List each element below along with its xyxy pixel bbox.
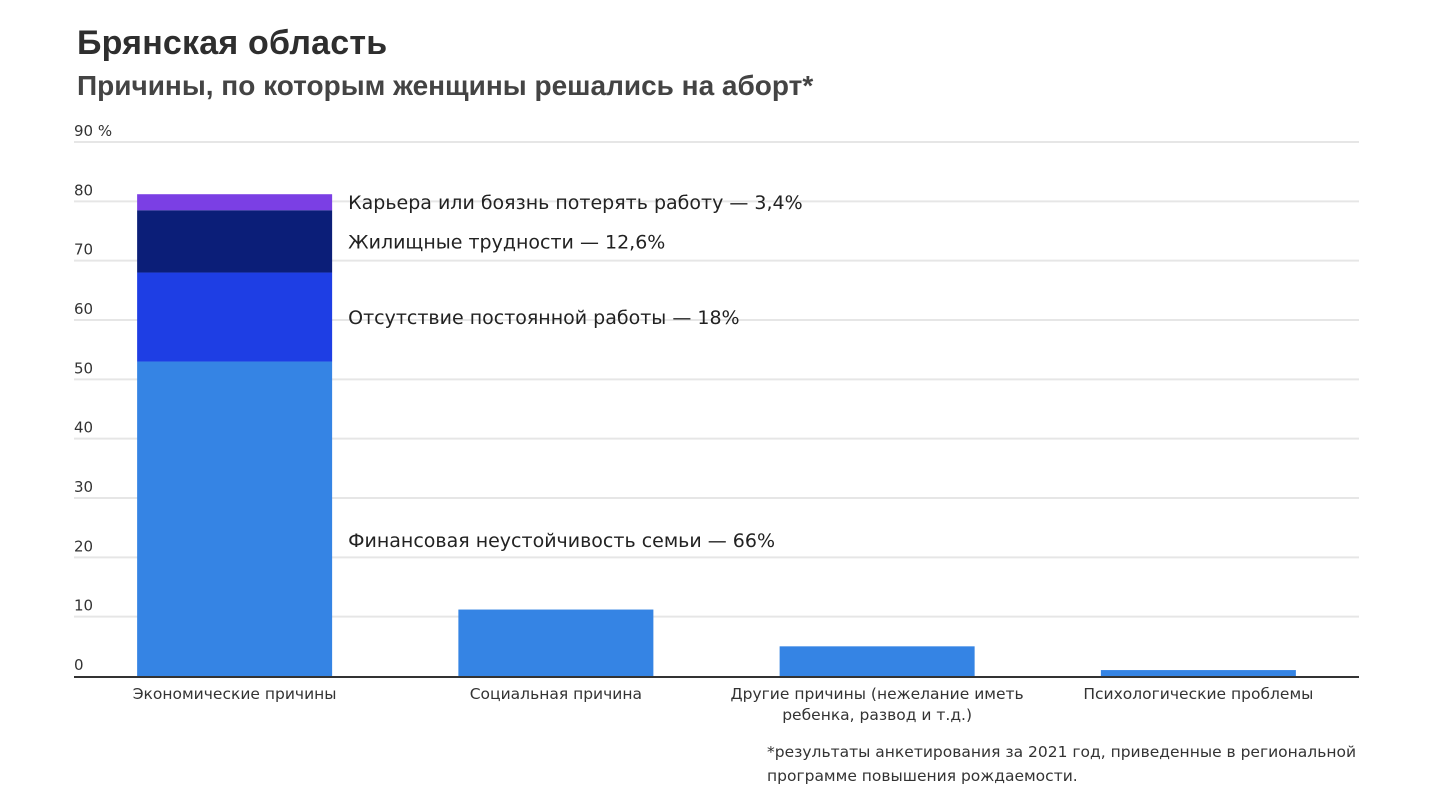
x-category-label: Экономические причины bbox=[133, 685, 337, 703]
segment-label: Финансовая неустойчивость семьи — 66% bbox=[348, 530, 775, 552]
chart-subtitle: Причины, по которым женщины решались на … bbox=[77, 70, 814, 101]
y-tick-label: 50 bbox=[74, 359, 93, 377]
bar-segment bbox=[137, 210, 333, 273]
bar-segment bbox=[137, 272, 333, 362]
segment-label: Отсутствие постоянной работы — 18% bbox=[348, 307, 739, 329]
bars bbox=[137, 194, 1296, 676]
chart-title: Брянская область bbox=[77, 24, 388, 62]
y-axis-ticks: 0 10 20 30 40 50 60 70 80 90 % bbox=[74, 122, 112, 674]
x-axis-labels: Экономические причины Социальная причина Д… bbox=[133, 685, 1314, 724]
x-category-label: Социальная причина bbox=[470, 685, 642, 703]
y-tick-label: 90 % bbox=[74, 122, 112, 140]
x-category-label: Психологические проблемы bbox=[1083, 685, 1313, 703]
y-tick-label: 20 bbox=[74, 537, 93, 555]
y-tick-label: 70 bbox=[74, 241, 93, 259]
y-tick-label: 0 bbox=[74, 656, 84, 674]
y-tick-label: 10 bbox=[74, 597, 93, 615]
y-tick-label: 40 bbox=[74, 419, 93, 437]
segment-label: Жилищные трудности — 12,6% bbox=[348, 231, 665, 253]
bar-chart: 0 10 20 30 40 50 60 70 80 90 % Финансовая неустой… bbox=[74, 122, 1359, 724]
footnote: *результаты анкетирования за 2021 год, п… bbox=[767, 743, 1357, 785]
bar-segment bbox=[779, 646, 975, 676]
bar-segment bbox=[137, 361, 333, 676]
y-tick-label: 80 bbox=[74, 181, 93, 199]
y-tick-label: 60 bbox=[74, 300, 93, 318]
bar-segment bbox=[458, 609, 654, 676]
segment-labels: Финансовая неустойчивость семьи — 66% Отс… bbox=[348, 192, 803, 552]
y-tick-label: 30 bbox=[74, 478, 93, 496]
x-category-label: ребенка, развод и т.д.) bbox=[782, 706, 972, 724]
x-category-label: Другие причины (нежелание иметь bbox=[731, 685, 1024, 703]
bar-segment bbox=[137, 194, 333, 211]
bar-segment bbox=[1100, 670, 1296, 676]
segment-label: Карьера или боязнь потерять работу — 3,4… bbox=[348, 192, 803, 214]
